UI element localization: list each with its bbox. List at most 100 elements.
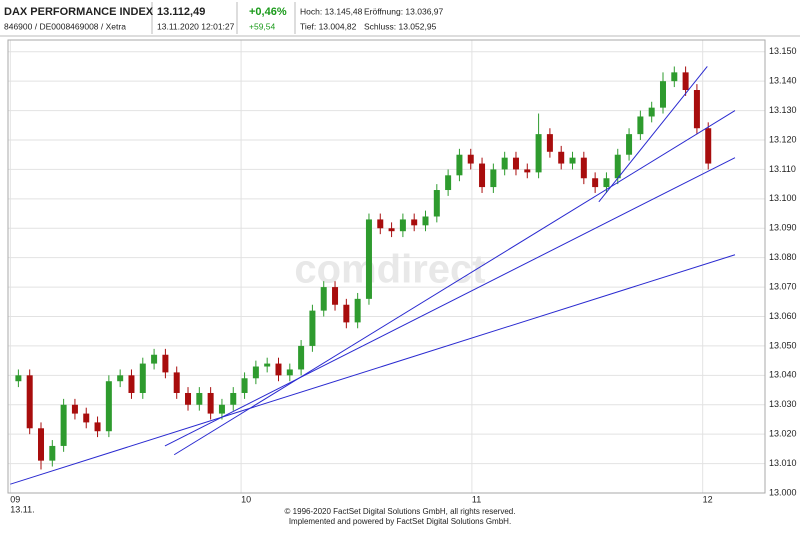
candle-body [603, 178, 610, 188]
candle-body [139, 363, 146, 393]
y-tick-label: 13.130 [769, 105, 797, 115]
candle-body [682, 72, 689, 91]
high: Hoch: 13.145,48 [300, 6, 363, 16]
y-tick-label: 13.070 [769, 281, 797, 291]
candle-body [354, 298, 361, 323]
candle-body [241, 378, 248, 393]
plot [8, 40, 765, 494]
change-pct: +0,46% [249, 6, 287, 18]
price: 13.112,49 [157, 6, 205, 18]
candle-body [264, 363, 271, 367]
candle-body [546, 134, 553, 152]
trend-line [10, 254, 736, 485]
candle-body [26, 375, 33, 429]
candle-body [196, 392, 203, 405]
candle-body [230, 392, 237, 405]
candle-body [659, 81, 666, 108]
y-tick-label: 13.150 [769, 46, 797, 56]
y-tick-label: 13.090 [769, 223, 797, 233]
candle-body [38, 428, 45, 461]
candle-body [71, 404, 78, 414]
candle-body [60, 404, 67, 446]
candle-body [411, 219, 418, 226]
x-tick-label: 10 [241, 494, 251, 504]
candle-body [501, 157, 508, 170]
candle-body [218, 404, 225, 414]
change-abs: +59,54 [249, 21, 276, 31]
candle-body [377, 219, 384, 229]
candle-body [399, 219, 406, 232]
candle-body [388, 228, 395, 232]
candle-body [286, 369, 293, 376]
candle-body [94, 422, 101, 432]
timestamp: 13.11.2020 12:01:27 [157, 21, 235, 31]
x-date-label: 13.11. [10, 504, 34, 514]
footer-line: © 1996-2020 FactSet Digital Solutions Gm… [285, 507, 516, 516]
candle-body [648, 107, 655, 117]
open: Eröffnung: 13.036,97 [364, 6, 444, 16]
x-tick-label: 11 [472, 494, 481, 504]
candle-body [49, 445, 56, 461]
trend-line [598, 66, 708, 203]
candle-body [207, 392, 214, 414]
y-tick-label: 13.010 [769, 458, 797, 468]
candle-body [151, 354, 158, 364]
candle-body [252, 366, 259, 379]
candle-body [275, 363, 282, 376]
y-tick-label: 13.110 [769, 164, 796, 174]
candle-body [580, 157, 587, 179]
x-tick-label: 09 [10, 494, 20, 504]
candle-body [637, 116, 644, 135]
candle-body [15, 375, 22, 382]
watermark: comdirect [294, 248, 485, 292]
y-tick-label: 13.080 [769, 252, 797, 262]
candle-body [128, 375, 135, 393]
candle-body [456, 154, 463, 176]
candle-body [535, 134, 542, 173]
y-tick-label: 13.100 [769, 193, 797, 203]
candle-body [422, 216, 429, 226]
low: Tief: 13.004,82 [300, 21, 357, 31]
candle-body [626, 134, 633, 155]
y-tick-label: 13.020 [769, 429, 797, 439]
trend-line [173, 110, 736, 456]
plot-frame [7, 39, 766, 494]
candle-body [512, 157, 519, 170]
candle-body [479, 163, 486, 188]
candle-body [162, 354, 169, 373]
y-tick-label: 13.030 [769, 399, 797, 409]
index-id: 846900 / DE0008469008 / Xetra [4, 21, 126, 31]
candle-body [693, 90, 700, 129]
candle-body [365, 219, 372, 299]
candle-body [569, 157, 576, 164]
candle-body [117, 375, 124, 382]
candle-body [614, 154, 621, 179]
y-tick-label: 13.060 [769, 311, 797, 321]
candle-body [558, 151, 565, 164]
close: Schluss: 13.052,95 [364, 21, 437, 31]
candle-body [705, 128, 712, 164]
trend-line [164, 157, 736, 447]
candle-body [309, 310, 316, 346]
y-tick-label: 13.040 [769, 370, 797, 380]
candle-body [445, 175, 452, 191]
candle-body [467, 154, 474, 164]
candle-body [298, 345, 305, 370]
x-tick-label: 12 [703, 494, 713, 504]
candle-body [671, 72, 678, 82]
candle-body [173, 372, 180, 393]
candle-body [83, 413, 90, 423]
index-title: DAX PERFORMANCE INDEX [4, 6, 154, 18]
footer-line: Implemented and powered by FactSet Digit… [289, 517, 511, 526]
candle-body [524, 169, 531, 173]
y-tick-label: 13.050 [769, 340, 797, 350]
candle-body [433, 190, 440, 217]
candle-body [490, 169, 497, 188]
y-tick-label: 13.000 [769, 487, 797, 497]
candle-body [332, 287, 339, 305]
y-tick-label: 13.140 [769, 76, 797, 86]
header-bar [0, 0, 800, 36]
y-tick-label: 13.120 [769, 134, 797, 144]
candle-body [320, 287, 327, 311]
candle-body [185, 392, 192, 405]
